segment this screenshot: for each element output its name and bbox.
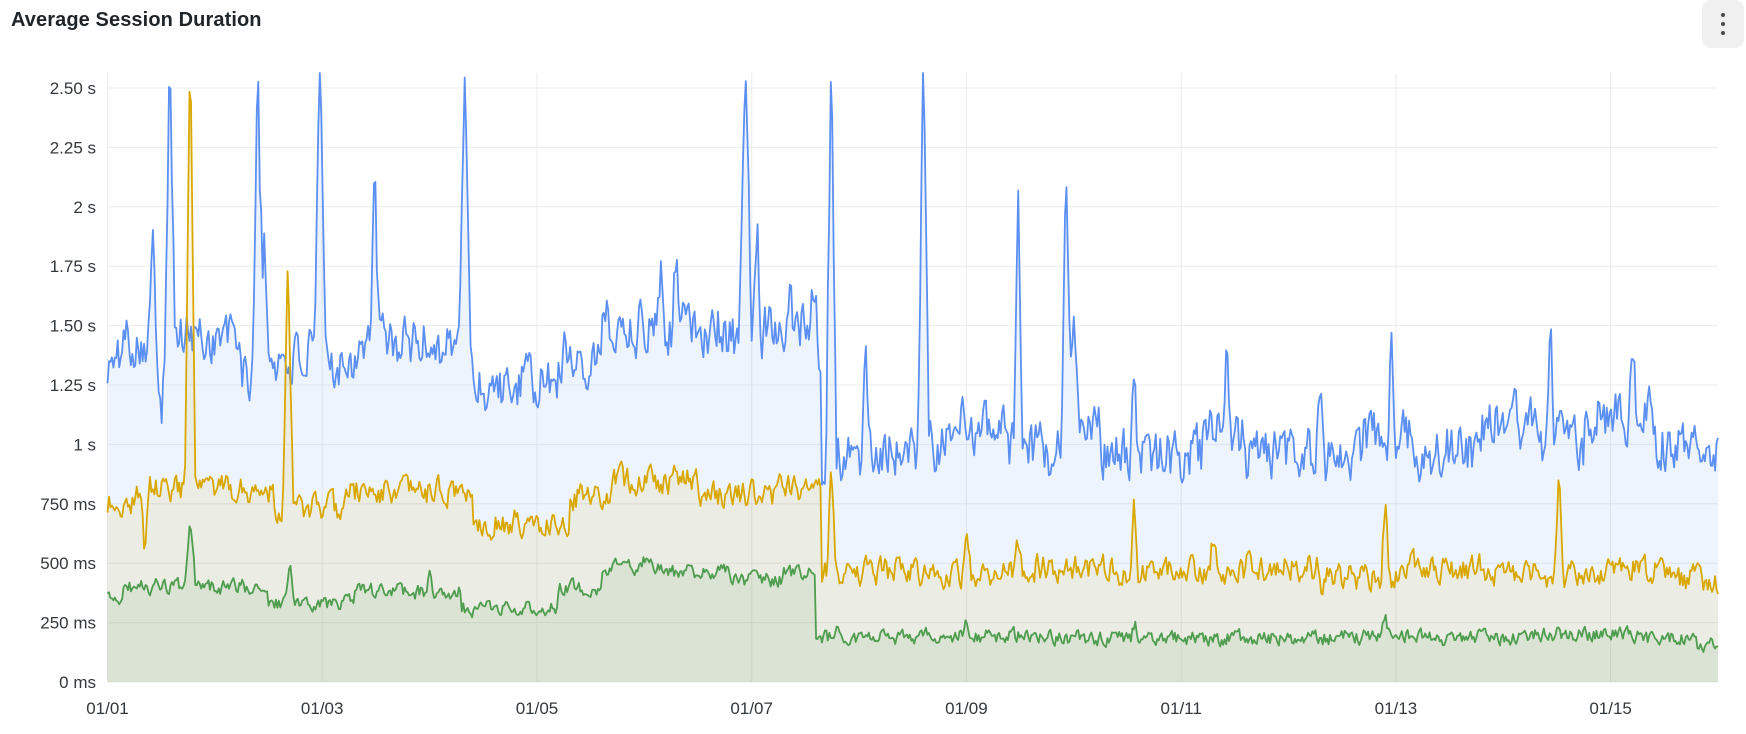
y-tick-label: 1.75 s xyxy=(50,257,96,276)
y-tick-label: 0 ms xyxy=(59,673,96,692)
x-tick-label: 01/11 xyxy=(1161,699,1202,718)
x-tick-label: 01/15 xyxy=(1589,699,1632,718)
series-green xyxy=(107,525,1719,682)
grid xyxy=(107,73,1718,683)
y-tick-label: 250 ms xyxy=(40,614,96,633)
y-tick-label: 2.50 s xyxy=(50,79,96,98)
series-yellow xyxy=(106,90,1719,683)
y-tick-label: 1.50 s xyxy=(50,317,96,336)
kebab-menu-icon xyxy=(1720,12,1726,36)
panel-menu-button[interactable] xyxy=(1702,0,1744,48)
series-yellow-area xyxy=(107,91,1718,683)
x-tick-label: 01/03 xyxy=(301,699,344,718)
x-tick-label: 01/07 xyxy=(730,699,773,718)
panel-header: Average Session Duration xyxy=(0,0,1746,48)
series-blue-line xyxy=(106,72,1719,486)
y-tick-label: 2 s xyxy=(73,198,96,217)
x-tick-label: 01/09 xyxy=(945,699,988,718)
y-tick-label: 750 ms xyxy=(40,495,96,514)
series-yellow-line xyxy=(106,90,1719,596)
panel-title: Average Session Duration xyxy=(11,9,262,31)
x-tick-label: 01/01 xyxy=(86,699,129,718)
series-green-line xyxy=(107,525,1719,653)
x-axis-labels: 01/01 01/03 01/05 01/07 01/09 01/11 01/13 01/15 xyxy=(86,699,1632,718)
x-tick-label: 01/05 xyxy=(516,699,559,718)
y-tick-label: 500 ms xyxy=(40,554,96,573)
y-tick-label: 1.25 s xyxy=(50,376,96,395)
series-green-area xyxy=(107,526,1718,682)
y-axis-labels: 0 ms 250 ms 500 ms 750 ms 1 s 1.25 s 1.50 s 1.7… xyxy=(40,79,96,692)
y-tick-label: 2.25 s xyxy=(50,138,96,157)
y-tick-label: 1 s xyxy=(73,435,96,454)
x-tick-label: 01/13 xyxy=(1375,699,1418,718)
